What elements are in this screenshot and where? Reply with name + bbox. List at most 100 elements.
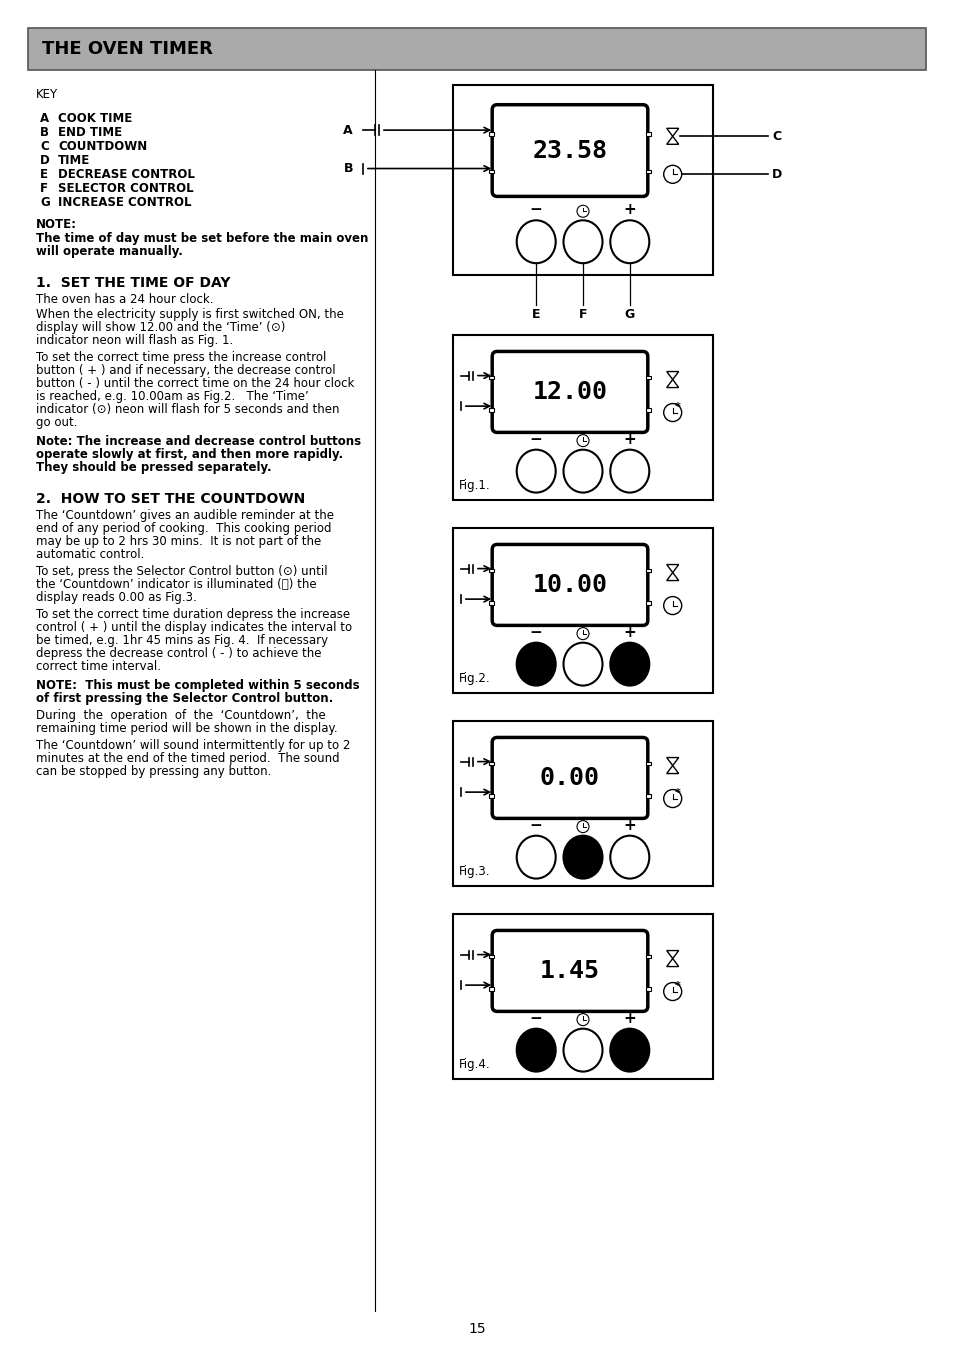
Bar <box>645 408 650 412</box>
Text: Note: The increase and decrease control buttons: Note: The increase and decrease control … <box>36 435 361 449</box>
Text: To set the correct time duration depress the increase: To set the correct time duration depress… <box>36 608 350 621</box>
Text: NOTE:: NOTE: <box>36 218 77 231</box>
Text: may be up to 2 hrs 30 mins.  It is not part of the: may be up to 2 hrs 30 mins. It is not pa… <box>36 535 321 549</box>
Text: 0.00: 0.00 <box>539 766 599 790</box>
Text: +: + <box>622 624 636 639</box>
Text: 15: 15 <box>468 1323 485 1336</box>
Text: end of any period of cooking.  This cooking period: end of any period of cooking. This cooki… <box>36 521 331 535</box>
Circle shape <box>577 1013 588 1025</box>
Ellipse shape <box>517 836 555 878</box>
Text: 12.00: 12.00 <box>532 380 607 404</box>
Ellipse shape <box>563 220 602 263</box>
Text: be timed, e.g. 1hr 45 mins as Fig. 4.  If necessary: be timed, e.g. 1hr 45 mins as Fig. 4. If… <box>36 634 328 647</box>
Bar <box>489 988 494 990</box>
Polygon shape <box>666 951 678 959</box>
Text: correct time interval.: correct time interval. <box>36 661 161 673</box>
Bar <box>645 762 650 765</box>
Ellipse shape <box>610 836 649 878</box>
Text: −: − <box>529 624 542 639</box>
Polygon shape <box>666 758 678 766</box>
Text: Fig.2.: Fig.2. <box>458 671 490 685</box>
Ellipse shape <box>563 1028 602 1071</box>
Text: can be stopped by pressing any button.: can be stopped by pressing any button. <box>36 765 271 778</box>
Circle shape <box>663 597 681 615</box>
Text: G: G <box>624 308 635 322</box>
Text: F: F <box>578 308 587 322</box>
FancyBboxPatch shape <box>492 931 647 1012</box>
Ellipse shape <box>563 643 602 685</box>
Polygon shape <box>666 573 678 581</box>
Text: indicator (⊙) neon will flash for 5 seconds and then: indicator (⊙) neon will flash for 5 seco… <box>36 403 339 416</box>
Text: INCREASE CONTROL: INCREASE CONTROL <box>58 196 192 209</box>
Text: 2.  HOW TO SET THE COUNTDOWN: 2. HOW TO SET THE COUNTDOWN <box>36 492 305 507</box>
Bar <box>645 170 650 173</box>
Polygon shape <box>666 766 678 774</box>
Text: automatic control.: automatic control. <box>36 549 144 561</box>
Text: indicator neon will flash as Fig. 1.: indicator neon will flash as Fig. 1. <box>36 334 233 347</box>
Text: During  the  operation  of  the  ‘Countdown’,  the: During the operation of the ‘Countdown’,… <box>36 709 325 721</box>
Text: NOTE:  This must be completed within 5 seconds: NOTE: This must be completed within 5 se… <box>36 680 359 692</box>
Circle shape <box>577 435 588 447</box>
Text: C: C <box>771 130 781 143</box>
Text: SELECTOR CONTROL: SELECTOR CONTROL <box>58 182 193 195</box>
Ellipse shape <box>517 220 555 263</box>
Text: 10.00: 10.00 <box>532 573 607 597</box>
Ellipse shape <box>610 1028 649 1071</box>
FancyBboxPatch shape <box>492 544 647 626</box>
Text: control ( + ) until the display indicates the interval to: control ( + ) until the display indicate… <box>36 621 352 634</box>
Text: DECREASE CONTROL: DECREASE CONTROL <box>58 168 194 181</box>
Text: D: D <box>40 154 50 168</box>
Text: E: E <box>40 168 48 181</box>
Ellipse shape <box>563 450 602 493</box>
Polygon shape <box>666 380 678 388</box>
Bar <box>489 601 494 605</box>
Ellipse shape <box>610 450 649 493</box>
FancyBboxPatch shape <box>492 104 647 196</box>
Text: −: − <box>529 203 542 218</box>
Ellipse shape <box>517 1028 555 1071</box>
Polygon shape <box>666 128 678 136</box>
Bar <box>489 408 494 412</box>
Text: THE OVEN TIMER: THE OVEN TIMER <box>42 41 213 58</box>
Bar <box>453 85 712 276</box>
Bar <box>489 794 494 798</box>
Text: will operate manually.: will operate manually. <box>36 245 183 258</box>
Bar <box>28 28 925 70</box>
Bar <box>645 988 650 990</box>
Ellipse shape <box>610 220 649 263</box>
Bar <box>453 335 712 500</box>
Bar <box>489 170 494 173</box>
Text: They should be pressed separately.: They should be pressed separately. <box>36 461 272 474</box>
Text: B: B <box>343 162 353 176</box>
Text: is reached, e.g. 10.00am as Fig.2.   The ‘Time’: is reached, e.g. 10.00am as Fig.2. The ‘… <box>36 390 309 403</box>
Circle shape <box>577 628 588 639</box>
Bar <box>453 528 712 693</box>
Text: +: + <box>622 431 636 447</box>
Text: 1.45: 1.45 <box>539 959 599 984</box>
Text: minutes at the end of the timed period.  The sound: minutes at the end of the timed period. … <box>36 753 339 765</box>
Circle shape <box>663 982 681 1001</box>
Text: go out.: go out. <box>36 416 77 430</box>
Circle shape <box>663 165 681 184</box>
Text: When the electricity supply is first switched ON, the: When the electricity supply is first swi… <box>36 308 343 322</box>
Text: F: F <box>40 182 48 195</box>
Circle shape <box>577 205 588 218</box>
FancyBboxPatch shape <box>492 738 647 819</box>
Bar <box>453 915 712 1079</box>
Polygon shape <box>666 372 678 380</box>
Text: depress the decrease control ( - ) to achieve the: depress the decrease control ( - ) to ac… <box>36 647 321 661</box>
Text: TIME: TIME <box>58 154 91 168</box>
Bar <box>489 569 494 573</box>
Bar <box>645 794 650 798</box>
Text: remaining time period will be shown in the display.: remaining time period will be shown in t… <box>36 721 337 735</box>
Text: END TIME: END TIME <box>58 126 122 139</box>
Text: The ‘Countdown’ gives an audible reminder at the: The ‘Countdown’ gives an audible reminde… <box>36 509 334 521</box>
Text: *: * <box>675 788 680 798</box>
Ellipse shape <box>610 643 649 685</box>
Bar <box>489 762 494 765</box>
Text: COUNTDOWN: COUNTDOWN <box>58 141 147 153</box>
Text: operate slowly at first, and then more rapidly.: operate slowly at first, and then more r… <box>36 449 343 461</box>
Circle shape <box>663 404 681 422</box>
Text: A: A <box>343 124 353 136</box>
Text: C: C <box>40 141 49 153</box>
